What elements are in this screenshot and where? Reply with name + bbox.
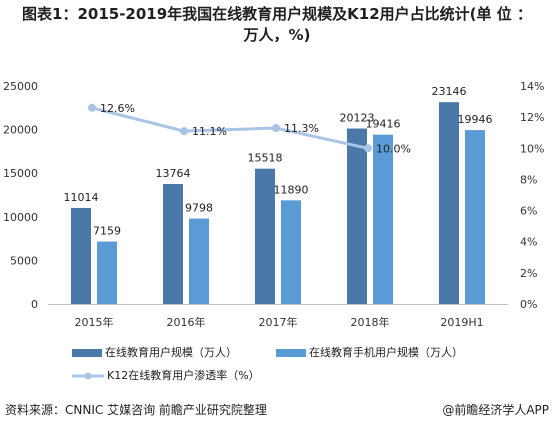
bar-label-series1: 13764 xyxy=(156,167,191,180)
bar-label-series2: 19416 xyxy=(366,118,401,131)
y-right-tick-label: 12% xyxy=(520,111,544,124)
legend-swatch-series2 xyxy=(276,349,306,357)
line-label-series3: 11.3% xyxy=(284,122,319,135)
legend-item-series2: 在线教育手机用户规模（万人） xyxy=(276,344,463,360)
bar-series1 xyxy=(71,207,91,304)
bar-series1 xyxy=(163,183,183,304)
legend-label-series3: K12在线教育用户渗透率（%） xyxy=(107,369,260,382)
x-tick-label: 2017年 xyxy=(259,315,298,329)
y-right-tick-label: 0% xyxy=(520,298,537,311)
bar-series2 xyxy=(373,134,393,304)
legend-swatch-series3 xyxy=(72,372,104,380)
y-right-tick-label: 4% xyxy=(520,236,537,249)
chart-title: 图表1：2015-2019年我国在线教育用户规模及K12用户占比统计(单 位 ：… xyxy=(0,4,554,46)
y-left-tick-label: 20000 xyxy=(3,124,38,137)
bar-label-series2: 19946 xyxy=(458,113,493,126)
x-tick-label: 2019H1 xyxy=(440,316,483,329)
bar-label-series2: 9798 xyxy=(185,202,213,215)
bar-label-series1: 23146 xyxy=(432,85,467,98)
bar-series2 xyxy=(465,130,485,304)
brand-label: @前瞻经济学人APP xyxy=(442,403,549,417)
bar-label-series2: 11890 xyxy=(274,183,309,196)
legend-item-series3: K12在线教育用户渗透率（%） xyxy=(72,367,260,383)
y-right-tick-label: 6% xyxy=(520,205,537,218)
bar-series1 xyxy=(439,102,459,305)
x-tick-label: 2015年 xyxy=(75,315,114,329)
chart-title-line2: 万人，%) xyxy=(243,26,311,44)
legend-item-series1: 在线教育用户规模（万人） xyxy=(72,344,237,360)
y-left-tick-label: 5000 xyxy=(10,254,38,267)
y-right-tick-label: 14% xyxy=(520,80,544,93)
bar-series1 xyxy=(347,128,367,304)
y-right-tick-label: 2% xyxy=(520,267,537,280)
y-left-tick-label: 10000 xyxy=(3,211,38,224)
y-right-tick-label: 10% xyxy=(520,142,544,155)
legend-label-series1: 在线教育用户规模（万人） xyxy=(105,346,237,359)
y-left-tick-label: 0 xyxy=(31,298,38,311)
legend-swatch-series1 xyxy=(72,349,102,357)
bar-label-series1: 20123 xyxy=(340,112,375,125)
line-series3 xyxy=(91,106,369,150)
line-point-series3 xyxy=(272,124,280,133)
bar-series2 xyxy=(97,241,117,304)
y-left-tick-label: 15000 xyxy=(3,167,38,180)
y-right-tick-label: 8% xyxy=(520,173,537,186)
line-point-series3 xyxy=(364,144,372,153)
bar-series2 xyxy=(281,200,301,304)
bar-series1 xyxy=(255,168,275,304)
chart-title-line1: 图表1：2015-2019年我国在线教育用户规模及K12用户占比统计(单 位 ： xyxy=(22,5,532,23)
bar-label-series1: 15518 xyxy=(248,152,283,165)
x-tick-label: 2018年 xyxy=(351,315,390,329)
bar-label-series1: 11014 xyxy=(64,191,99,204)
legend-label-series2: 在线教育手机用户规模（万人） xyxy=(309,346,463,359)
source-note: 资料来源：CNNIC 艾媒咨询 前瞻产业研究院整理 xyxy=(5,403,267,417)
line-label-series3: 10.0% xyxy=(376,142,411,155)
y-left-tick-label: 25000 xyxy=(3,80,38,93)
bar-label-series2: 7159 xyxy=(93,225,121,238)
x-tick-label: 2016年 xyxy=(167,315,206,329)
line-point-series3 xyxy=(180,127,188,136)
bar-series2 xyxy=(189,218,209,304)
line-label-series3: 12.6% xyxy=(100,102,135,115)
line-label-series3: 11.1% xyxy=(192,125,227,138)
line-point-series3 xyxy=(88,103,96,112)
